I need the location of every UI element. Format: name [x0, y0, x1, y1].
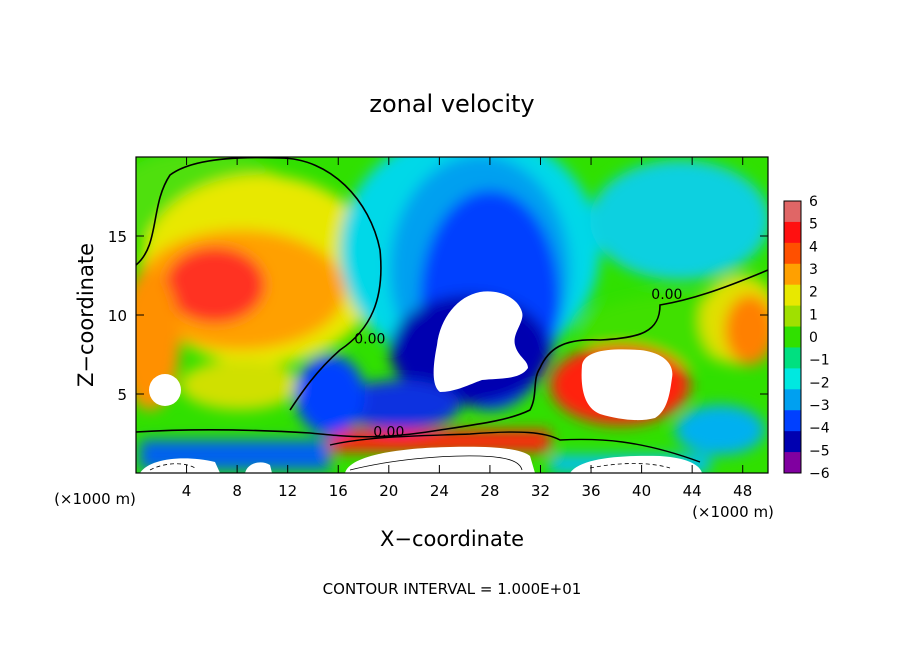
- contour-labels: 0.00 0.00 0.00: [354, 287, 682, 440]
- colorbar-label: −6: [809, 466, 830, 482]
- region-right-orange: [725, 295, 768, 365]
- colorbar-label: −1: [809, 353, 830, 369]
- colorbar-swatch: [784, 347, 801, 369]
- colorbar-label: 4: [809, 239, 818, 255]
- region-left-yellow-low: [180, 360, 300, 410]
- dashed-contour-bottom-right: [589, 463, 671, 469]
- colorbar-label: 5: [809, 217, 818, 233]
- zero-contour-lower: [136, 269, 768, 438]
- region-right-lowcyan: [675, 405, 765, 455]
- x-tick-label: 48: [733, 482, 752, 500]
- saturated-core-right: [581, 349, 673, 421]
- colorbar-label: −4: [809, 421, 830, 437]
- colorbar-swatch: [784, 410, 801, 432]
- colorbar-label: 2: [809, 285, 818, 301]
- colorbar-label: 6: [809, 194, 818, 210]
- y-axis-label: Z−coordinate: [74, 243, 98, 387]
- colorbar-swatch: [784, 305, 801, 328]
- y-tick-label: 5: [117, 386, 127, 404]
- x-tick-label: 36: [581, 482, 600, 500]
- x-tick-label: 28: [480, 482, 499, 500]
- saturated-core-bottom-right: [570, 455, 702, 473]
- colorbar-label: 0: [809, 330, 818, 346]
- contour-label: 0.00: [354, 331, 385, 347]
- colorbar-swatch: [784, 326, 801, 348]
- colorbar-label: 1: [809, 307, 818, 323]
- colorbar-label: −2: [809, 375, 830, 391]
- x-tick-label: 20: [379, 482, 398, 500]
- x-tick-label: 44: [683, 482, 702, 500]
- colorbar-label: −3: [809, 398, 830, 414]
- chart-title: zonal velocity: [369, 90, 534, 118]
- x-axis-ticks: 4 8 12 16 20 24 28 32 36 40 44 48: [182, 157, 752, 500]
- colorbar-swatch: [784, 389, 801, 411]
- colorbar-swatch: [784, 431, 801, 453]
- saturated-core-bottom-center: [345, 446, 535, 473]
- colorbar-swatch: [784, 201, 801, 223]
- colorbar-frame: [783, 200, 802, 474]
- x-axis-label: X−coordinate: [380, 527, 524, 551]
- colorbar-label: 3: [809, 262, 818, 278]
- saturated-core-bottom-left2: [245, 462, 272, 473]
- contour-label: 0.00: [373, 425, 404, 441]
- contour-interval-note: CONTOUR INTERVAL = 1.000E+01: [323, 580, 582, 598]
- zero-contour-bottom: [329, 431, 701, 463]
- zero-contour-upper: [136, 157, 382, 411]
- thin-contour-bottom-center: [349, 455, 523, 471]
- colorbar-label: −5: [809, 443, 830, 459]
- colorbar-swatch: [784, 221, 801, 244]
- x-tick-label: 16: [329, 482, 348, 500]
- colorbar-swatch: [784, 368, 801, 390]
- colorbar-swatch: [784, 452, 801, 474]
- dashed-contour-bottom-left: [149, 463, 196, 471]
- x-tick-label: 8: [232, 482, 242, 500]
- x-tick-label: 12: [278, 482, 297, 500]
- region-right-cyan: [590, 160, 768, 280]
- saturated-core-left: [149, 374, 181, 406]
- colorbar: 6 5 4 3 2 1 0 −1 −2 −3 −4 −5 −6: [783, 194, 830, 482]
- colorbar-swatch: [784, 284, 801, 307]
- y-axis-ticks: 5 10 15: [108, 228, 768, 404]
- saturated-core-center: [433, 291, 528, 392]
- region-upperleft-red: [165, 247, 265, 323]
- colorbar-swatch: [784, 263, 801, 286]
- y-tick-label: 10: [108, 307, 127, 325]
- x-tick-label: 40: [632, 482, 651, 500]
- heatmap-field: 0.00 0.00 0.00: [136, 157, 768, 473]
- x-tick-label: 32: [531, 482, 550, 500]
- x-tick-label: 4: [182, 482, 192, 500]
- region-center-lowblue: [340, 380, 460, 430]
- x-tick-label: 24: [430, 482, 449, 500]
- x-axis-unit-left: (×1000 m): [54, 490, 136, 508]
- y-tick-label: 15: [108, 228, 127, 246]
- contour-label: 0.00: [651, 287, 682, 303]
- x-axis-unit-right: (×1000 m): [692, 503, 774, 521]
- colorbar-swatch: [784, 242, 801, 265]
- region-bottom-center-blue: [295, 355, 365, 435]
- saturated-core-bottom-left: [140, 458, 220, 473]
